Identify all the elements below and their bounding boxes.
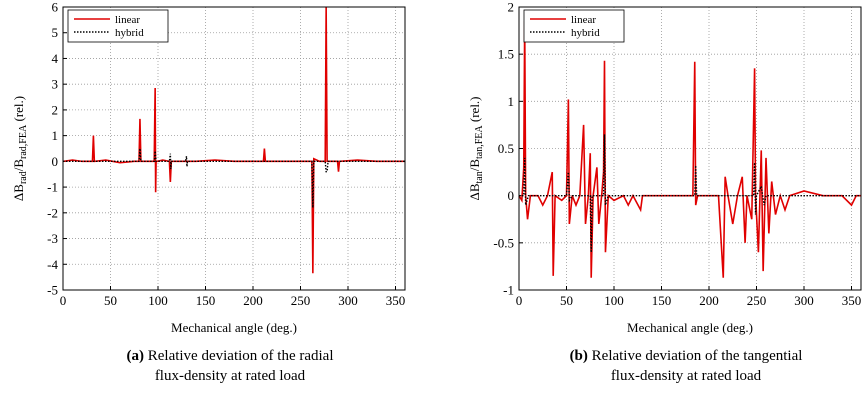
- axes-frame: [518, 6, 862, 291]
- y-axis-label-part: (rel.): [11, 96, 26, 125]
- legend-box: [523, 9, 625, 43]
- y-axis-label-part: ΔB: [467, 183, 482, 200]
- legend-box: [67, 9, 169, 43]
- y-tick-label: 0: [508, 188, 515, 203]
- y-axis-label-part: (rel.): [467, 96, 482, 125]
- series-line: [63, 148, 405, 208]
- y-axis-label-part: /B: [11, 159, 26, 172]
- y-tick-label: 1: [508, 94, 515, 109]
- x-tick-label: 300: [338, 293, 358, 308]
- y-tick-label: 3: [52, 77, 59, 92]
- y-axis-label: ΔBrad/Brad,FEA (rel.): [11, 96, 29, 201]
- y-tick-label: -2: [47, 205, 58, 220]
- y-tick-label: 0.5: [498, 141, 514, 156]
- legend-label: linear: [571, 14, 596, 26]
- x-tick-label: 100: [148, 293, 168, 308]
- caption-label: (b): [570, 348, 588, 364]
- subplot: 0 50 100 150 200 250 300 350 -1 -0.5 0 0.5 1 1.5 2 line…: [467, 0, 862, 384]
- caption-label: (a): [126, 348, 144, 364]
- axes-frame: [62, 6, 406, 291]
- y-tick-label: 0: [52, 154, 59, 169]
- legend-label: linear: [115, 14, 140, 26]
- x-tick-label: 150: [196, 293, 216, 308]
- x-axis-label: Mechanical angle (deg.): [627, 320, 753, 335]
- y-axis-label-part: rad: [18, 171, 29, 184]
- y-tick-label: 1.5: [498, 47, 514, 62]
- y-tick-label: 6: [52, 0, 59, 15]
- y-tick-label: -1: [503, 283, 514, 298]
- caption-line: Relative deviation of the tangential: [588, 348, 803, 364]
- caption: (b) Relative deviation of the tangential: [570, 348, 803, 364]
- y-tick-label: -5: [47, 283, 58, 298]
- caption-line: Relative deviation of the radial: [144, 348, 334, 364]
- y-axis-label-part: /B: [467, 159, 482, 172]
- y-tick-label: -4: [47, 257, 58, 272]
- y-tick-label: 5: [52, 25, 59, 40]
- x-tick-label: 0: [60, 293, 67, 308]
- x-tick-label: 350: [386, 293, 406, 308]
- x-tick-label: 50: [104, 293, 117, 308]
- y-tick-label: -0.5: [493, 235, 514, 250]
- y-tick-label: 1: [52, 128, 59, 143]
- x-tick-label: 50: [560, 293, 573, 308]
- x-axis-label: Mechanical angle (deg.): [171, 320, 297, 335]
- y-axis-label-part: tan,FEA: [474, 125, 485, 159]
- y-tick-label: 2: [52, 102, 59, 117]
- x-tick-label: 300: [794, 293, 814, 308]
- caption-line: flux-density at rated load: [155, 368, 306, 384]
- legend-label: hybrid: [115, 27, 144, 39]
- x-tick-label: 250: [291, 293, 311, 308]
- x-tick-label: 0: [516, 293, 523, 308]
- y-tick-label: 4: [52, 51, 59, 66]
- plot-area: [63, 7, 405, 290]
- y-axis-label-part: ΔB: [11, 184, 26, 201]
- series-line: [519, 134, 861, 253]
- y-tick-label: 2: [508, 0, 515, 15]
- y-axis-label-part: tan: [474, 171, 485, 183]
- x-tick-label: 200: [243, 293, 263, 308]
- x-tick-label: 200: [699, 293, 719, 308]
- series-line: [518, 21, 861, 278]
- x-tick-label: 100: [604, 293, 624, 308]
- y-tick-label: -1: [47, 180, 58, 195]
- x-tick-label: 350: [842, 293, 862, 308]
- y-axis-label: ΔBtan/Btan,FEA (rel.): [467, 96, 485, 200]
- subplot: 0 50 100 150 200 250 300 350 -5 -4 -3 -2 -1 0 1 2 3 4 5 6 li…: [11, 0, 406, 384]
- caption: (a) Relative deviation of the radial: [126, 348, 333, 364]
- y-tick-label: -3: [47, 231, 58, 246]
- x-tick-label: 250: [747, 293, 767, 308]
- x-tick-label: 150: [652, 293, 672, 308]
- caption-line: flux-density at rated load: [611, 368, 762, 384]
- y-axis-label-part: rad,FEA: [18, 124, 29, 159]
- legend-label: hybrid: [571, 27, 600, 39]
